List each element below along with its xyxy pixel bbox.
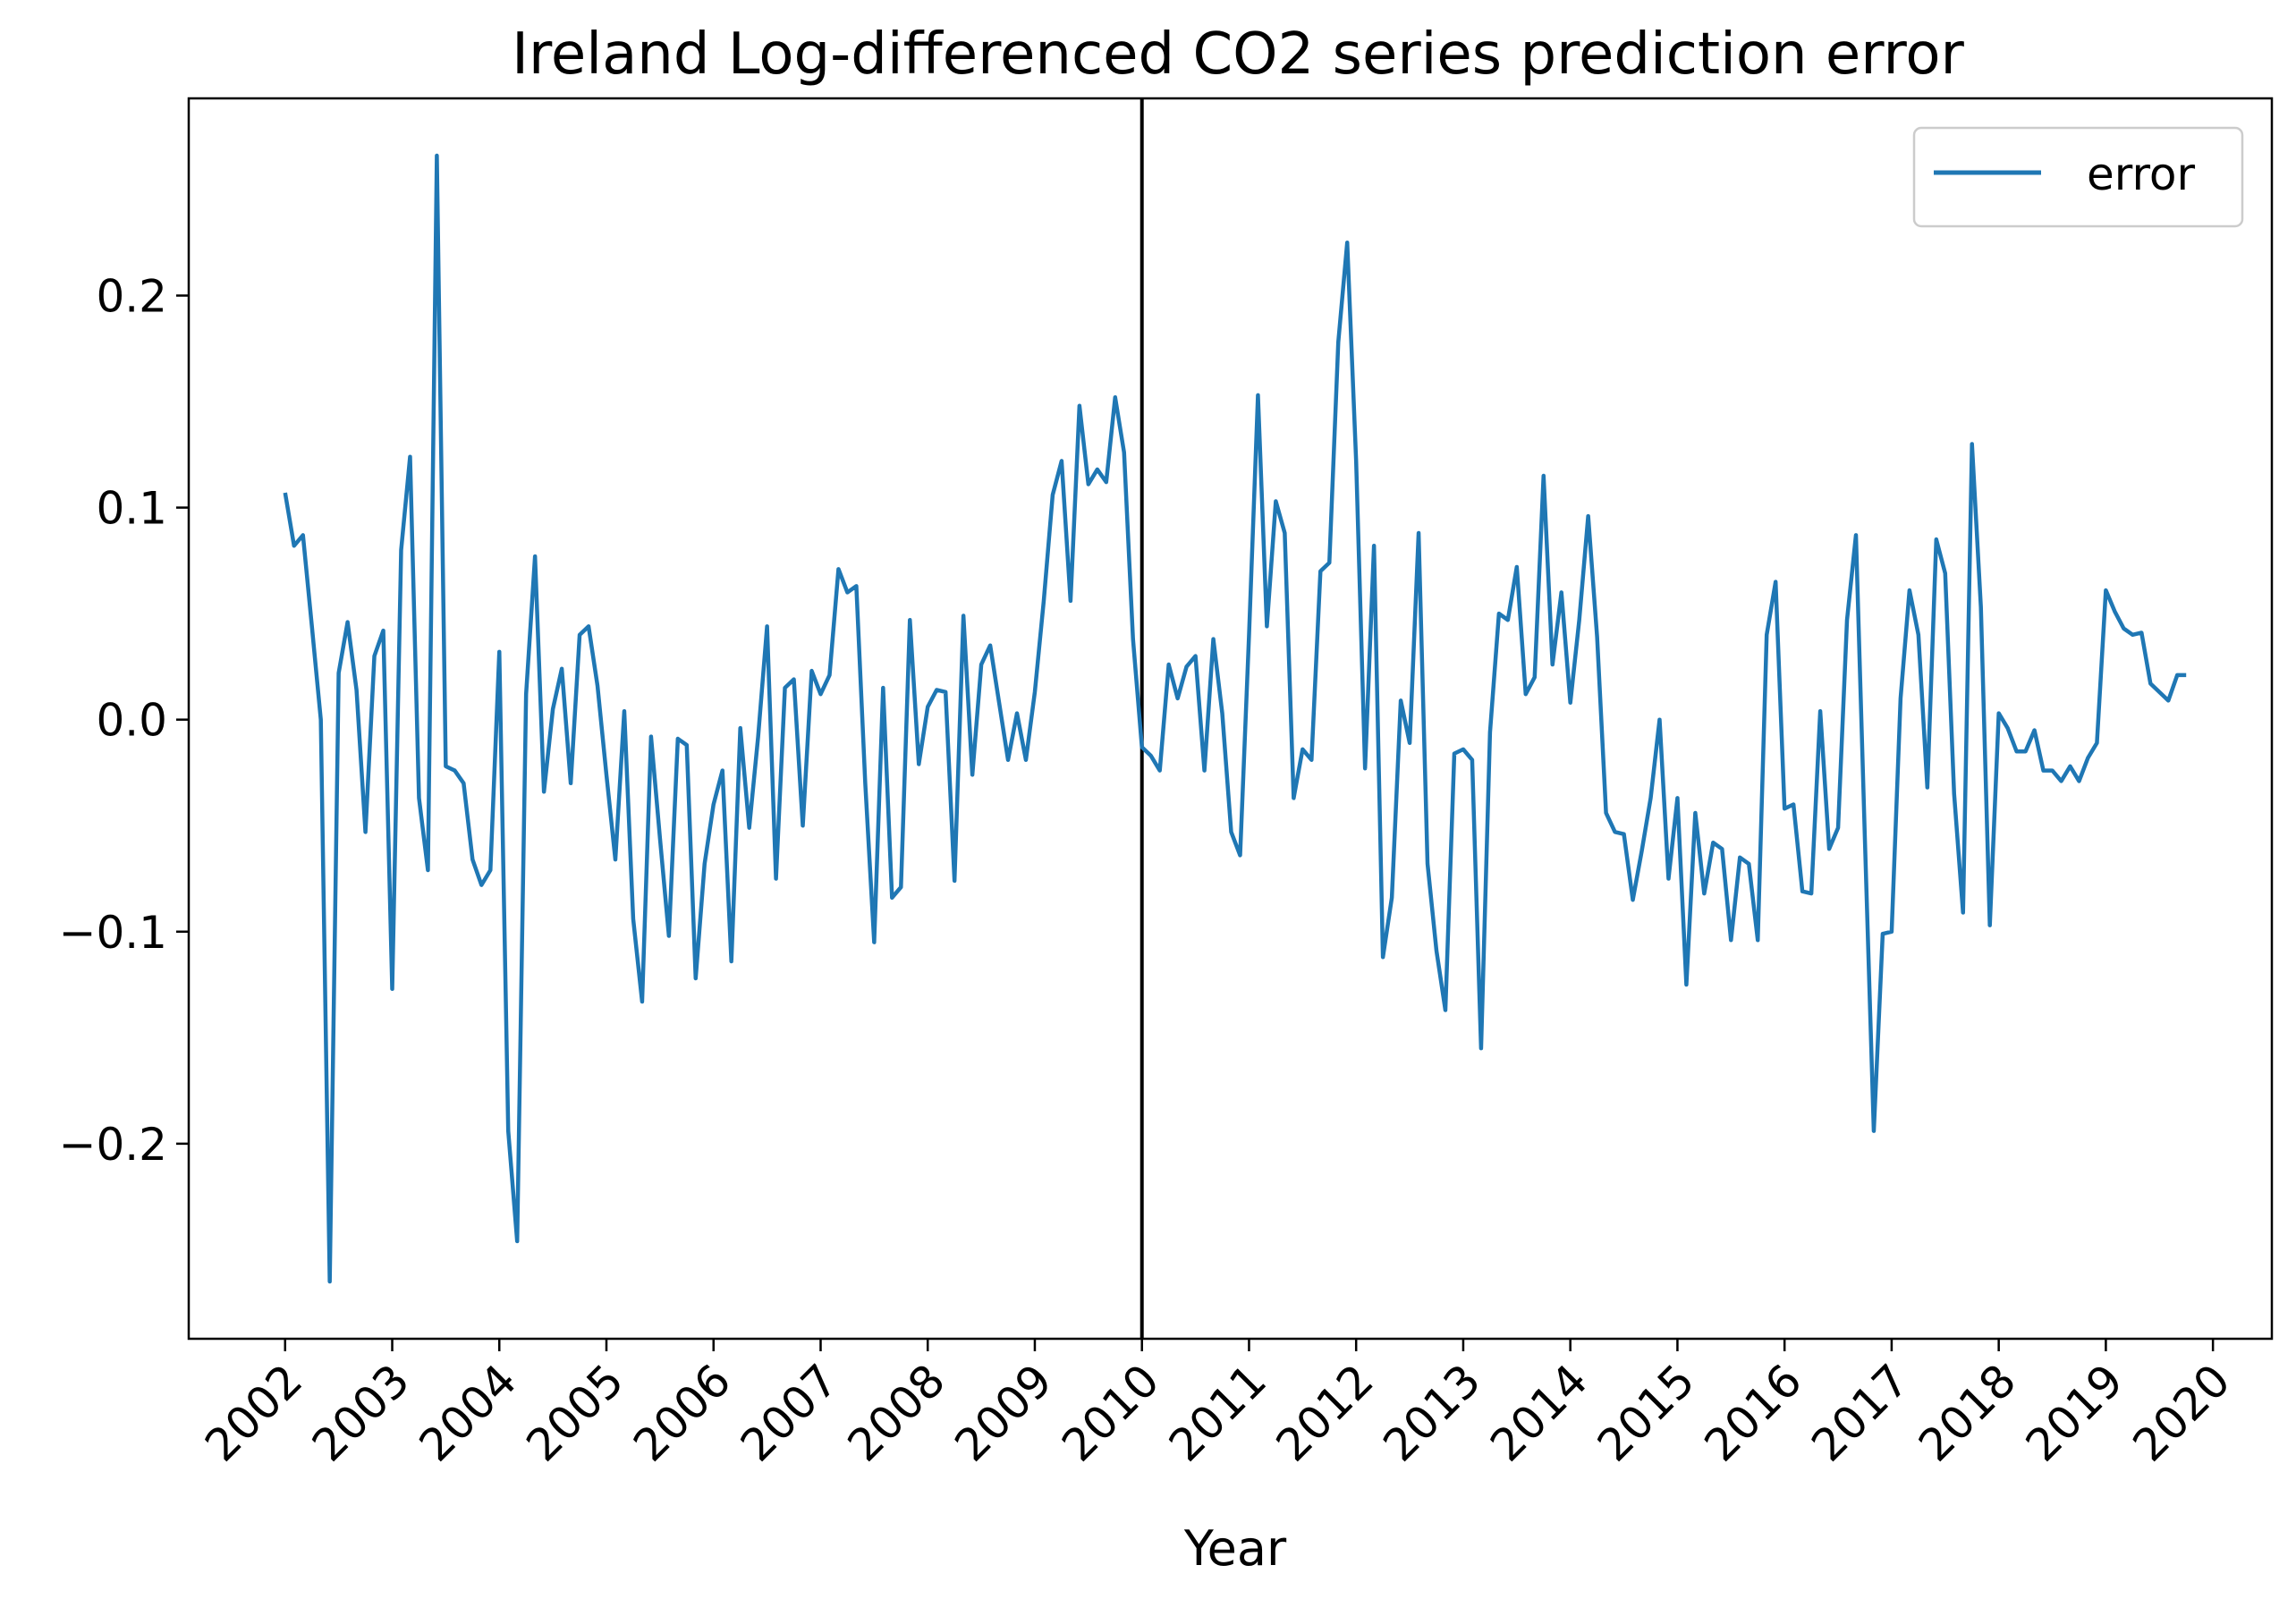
chart-title: Ireland Log-differenced CO2 series predi… <box>512 21 1964 88</box>
x-axis-label: Year <box>1183 1520 1287 1577</box>
plot-frame <box>187 97 2274 1341</box>
y-tick-label: −0.2 <box>59 1119 167 1171</box>
legend-label-error: error <box>2087 148 2195 200</box>
legend-box <box>1912 126 2244 228</box>
series-line-error <box>283 153 2187 1284</box>
y-tick-label: 0.2 <box>96 270 167 322</box>
series-group <box>283 153 2187 1284</box>
y-tick-label: −0.1 <box>59 907 167 959</box>
y-tick-label: 0.0 <box>96 695 167 747</box>
y-tick-label: 0.1 <box>96 483 167 535</box>
legend: error <box>1912 126 2244 228</box>
y-axis: −0.2 −0.1 0.0 0.1 0.2 <box>59 270 189 1171</box>
